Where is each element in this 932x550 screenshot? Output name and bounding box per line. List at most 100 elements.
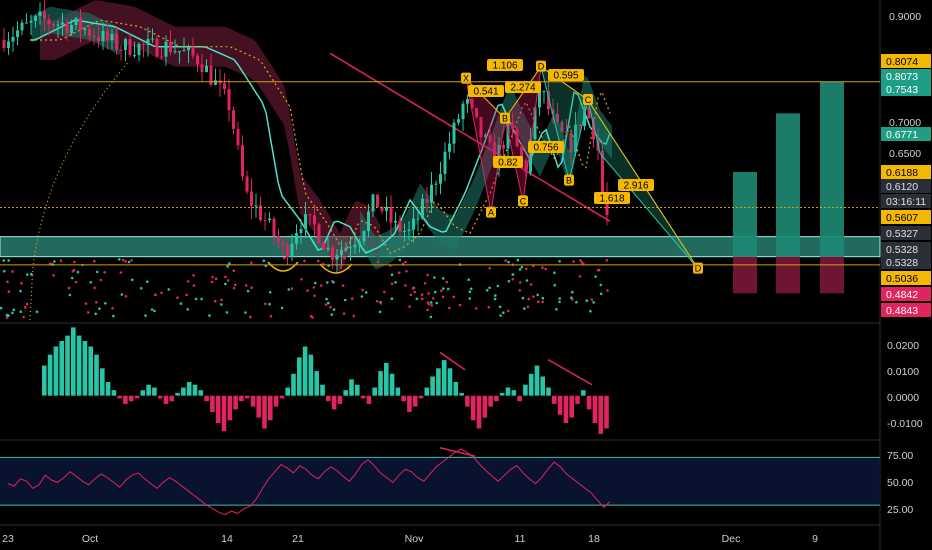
macd-bar <box>111 390 117 396</box>
main-price-pane[interactable]: X A B C D B C D 1.106 0.541 2.274 0.595 0.82 0.756 2.9… <box>0 0 881 321</box>
macd-bar <box>239 395 244 402</box>
volume-dot <box>467 278 471 282</box>
volume-dot <box>521 296 525 300</box>
macd-bar <box>314 371 319 396</box>
candle-body <box>407 229 411 231</box>
price-axis[interactable]: 0.90000.70000.65000.60000.80740.80730.75… <box>881 11 931 516</box>
candle-body <box>178 51 181 53</box>
candle-body <box>34 16 37 21</box>
pattern-point-c: C <box>518 195 528 207</box>
volume-dot <box>518 268 522 271</box>
volume-dot <box>571 291 574 294</box>
volume-dot <box>525 267 528 271</box>
volume-dot <box>200 297 203 301</box>
candle-body <box>164 41 168 57</box>
candle-body <box>290 243 294 258</box>
macd-bar <box>447 368 453 396</box>
pattern-point-a: A <box>486 206 496 218</box>
macd-divergence-line-1 <box>439 351 466 371</box>
time-axis[interactable]: 23 Oct 14 21 Nov 11 18 Dec 9 <box>2 533 818 545</box>
volume-dot <box>84 302 88 305</box>
candle-body <box>227 89 231 111</box>
pattern-ratio: 1.618 <box>594 192 630 205</box>
macd-bar <box>262 395 267 429</box>
candle-body <box>205 65 208 73</box>
macd-bar <box>563 395 569 423</box>
pattern-point-badge <box>564 174 574 186</box>
pattern-ratio-badge <box>493 156 523 168</box>
price-tag-box <box>881 255 931 269</box>
volume-dot <box>520 265 524 269</box>
volume-dot <box>144 314 147 317</box>
volume-dot <box>606 289 609 292</box>
pattern-ratio-badge <box>528 141 564 153</box>
volume-dot <box>290 287 294 290</box>
volume-dot <box>341 284 345 287</box>
macd-bar <box>326 395 331 402</box>
price-tag-label: 0.5327 <box>886 228 918 240</box>
volume-dot <box>89 281 93 284</box>
volume-dot <box>76 270 80 274</box>
macd-bar <box>221 395 227 432</box>
candle-body <box>47 19 51 25</box>
price-tag-box <box>881 226 931 240</box>
macd-histogram-pane[interactable] <box>42 327 609 434</box>
volume-dot <box>246 289 250 293</box>
candlestick-series <box>2 0 609 273</box>
volume-dot <box>30 272 33 276</box>
macd-bar <box>169 395 175 402</box>
price-tag: 0.5607 <box>881 210 931 224</box>
candle-body <box>560 121 564 132</box>
price-tag-label: 0.5036 <box>886 273 918 285</box>
macd-bar <box>134 395 140 399</box>
price-tag-box <box>881 242 931 256</box>
rsi-pane[interactable] <box>0 447 880 516</box>
price-tag: 0.6771 <box>881 127 931 141</box>
pattern-ratio-badge <box>594 192 630 204</box>
harmonic-pattern-layer: X A B C D B C D 1.106 0.541 2.274 0.595 0.82 0.756 2.9… <box>267 59 703 274</box>
pattern-point-label: C <box>585 95 592 105</box>
volume-dot <box>127 260 131 264</box>
volume-dot <box>303 259 306 263</box>
candle-body <box>331 247 334 260</box>
time-axis-tick: Dec <box>722 533 741 545</box>
volume-dot <box>411 287 415 290</box>
candle-body <box>299 228 303 234</box>
volume-dot <box>526 305 530 309</box>
volume-dot <box>448 306 451 310</box>
volume-dot <box>404 260 407 264</box>
volume-dot <box>502 311 505 315</box>
volume-dot <box>264 302 267 306</box>
price-tag: 0.8074 <box>881 54 931 68</box>
volume-dot <box>426 308 429 312</box>
volume-dot <box>431 297 435 300</box>
volume-dot <box>423 282 427 285</box>
volume-dot <box>329 305 332 309</box>
volume-dot <box>71 270 75 273</box>
volume-dot <box>192 284 196 287</box>
volume-dot <box>185 293 188 297</box>
candle-body <box>92 35 96 38</box>
candle-body <box>349 247 352 249</box>
candle-body <box>196 55 199 65</box>
volume-dot <box>494 294 497 297</box>
macd-bar <box>476 395 482 429</box>
macd-bar <box>418 395 424 399</box>
price-tag-box <box>881 127 931 141</box>
volume-dot <box>442 287 445 290</box>
volume-dot <box>605 258 609 262</box>
candle-body <box>538 91 541 108</box>
pattern-point-x: X <box>461 72 471 84</box>
macd-bar <box>430 376 435 396</box>
price-tag-box <box>881 179 931 193</box>
volume-dot <box>558 300 561 304</box>
macd-bar <box>181 387 186 396</box>
candle-body <box>529 138 532 173</box>
candle-body <box>565 131 568 134</box>
volume-dot <box>12 308 16 312</box>
price-tag-label: 0.6120 <box>886 181 918 193</box>
macd-bar <box>401 395 406 402</box>
candle-body <box>187 46 190 51</box>
pattern-ratio-badge <box>548 69 584 81</box>
